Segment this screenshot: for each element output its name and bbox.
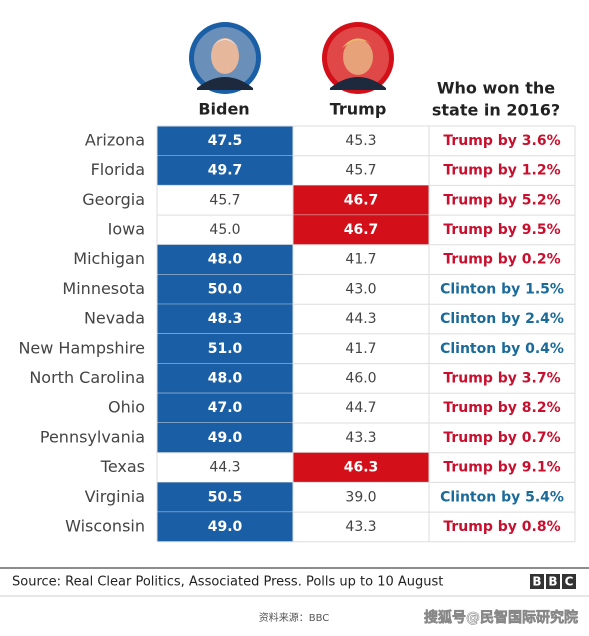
- leader-cell: [157, 155, 293, 186]
- state-label: Florida: [91, 160, 145, 179]
- leader-cell: [157, 363, 293, 394]
- won-2016: Trump by 3.7%: [443, 370, 560, 386]
- biden-value: 48.0: [208, 252, 243, 268]
- won-2016: Trump by 9.5%: [443, 222, 560, 238]
- trump-value: 46.0: [345, 370, 376, 386]
- logo-block: [546, 574, 560, 589]
- biden-value: 49.7: [208, 163, 243, 179]
- won-2016: Trump by 9.1%: [443, 460, 560, 476]
- biden-value: 45.7: [209, 192, 240, 208]
- leader-cell: [157, 244, 293, 275]
- biden-value: 47.5: [208, 133, 243, 149]
- leader-cell: [157, 393, 293, 423]
- trump-value: 45.3: [345, 133, 376, 149]
- trump-value: 41.7: [345, 341, 376, 357]
- leader-cell: [157, 512, 293, 542]
- leader-cell: [157, 274, 293, 305]
- won-2016: Trump by 0.7%: [443, 430, 560, 446]
- state-label: Wisconsin: [65, 516, 145, 535]
- leader-cell: [293, 452, 429, 483]
- biden-value: 48.3: [208, 311, 243, 327]
- won-2016: Clinton by 1.5%: [440, 281, 564, 297]
- column-header: state in 2016?: [432, 101, 560, 120]
- state-label: Georgia: [82, 190, 145, 209]
- leader-cell: [157, 304, 293, 334]
- trump-value: 44.7: [345, 400, 376, 416]
- leader-cell: [157, 423, 293, 453]
- won-2016: Clinton by 5.4%: [440, 489, 564, 505]
- won-2016: Trump by 5.2%: [443, 192, 560, 208]
- trump-value: 46.7: [344, 222, 379, 238]
- source-note: Source: Real Clear Politics, Associated …: [12, 575, 443, 590]
- watermark-caption: 资料来源：BBC: [259, 611, 330, 624]
- won-2016: Clinton by 0.4%: [440, 341, 564, 357]
- trump-value: 41.7: [345, 252, 376, 268]
- logo-letter: B: [532, 575, 541, 589]
- biden-value: 49.0: [208, 430, 243, 446]
- biden-value: 45.0: [209, 222, 240, 238]
- state-label: Texas: [100, 457, 145, 476]
- biden-portrait: [189, 22, 261, 94]
- biden-value: 47.0: [208, 400, 243, 416]
- biden-value: 50.0: [208, 281, 243, 297]
- column-header: Who won the: [437, 79, 555, 98]
- state-label: Nevada: [84, 309, 145, 328]
- leader-cell: [157, 482, 293, 513]
- biden-value: 44.3: [209, 460, 240, 476]
- state-label: North Carolina: [29, 368, 145, 387]
- state-label: New Hampshire: [18, 338, 145, 357]
- won-2016: Clinton by 2.4%: [440, 311, 564, 327]
- logo-block: [530, 574, 544, 589]
- trump-value: 45.7: [345, 163, 376, 179]
- table-body: Arizona 47.5 45.3 Trump by 3.6% Florida 49.7 4…: [18, 125, 576, 543]
- won-2016: Trump by 0.2%: [443, 252, 560, 268]
- leader-cell: [293, 185, 429, 216]
- biden-value: 50.5: [208, 489, 243, 505]
- leader-cell: [293, 215, 429, 245]
- trump-value: 46.3: [344, 460, 379, 476]
- won-2016: Trump by 3.6%: [443, 133, 560, 149]
- state-label: Pennsylvania: [40, 427, 145, 446]
- trump-portrait: [322, 22, 394, 94]
- biden-value: 51.0: [208, 341, 243, 357]
- state-label: Ohio: [108, 398, 145, 417]
- state-label: Minnesota: [62, 279, 145, 298]
- state-label: Michigan: [73, 249, 145, 268]
- logo-block: [562, 574, 576, 589]
- leader-cell: [157, 333, 293, 364]
- logo-letter: C: [565, 575, 574, 589]
- logo-letter: B: [548, 575, 557, 589]
- biden-value: 49.0: [208, 519, 243, 535]
- state-label: Iowa: [108, 219, 145, 238]
- watermark-account: 搜狐号@民智国际研究院: [424, 609, 578, 626]
- trump-value: 46.7: [344, 192, 379, 208]
- biden-value: 48.0: [208, 370, 243, 386]
- column-header: Biden: [198, 100, 249, 119]
- trump-value: 39.0: [345, 489, 376, 505]
- leader-cell: [157, 126, 293, 156]
- trump-value: 43.3: [345, 519, 376, 535]
- column-header: Trump: [330, 100, 387, 119]
- won-2016: Trump by 1.2%: [443, 163, 560, 179]
- state-label: Virginia: [85, 487, 145, 506]
- trump-value: 43.3: [345, 430, 376, 446]
- trump-value: 44.3: [345, 311, 376, 327]
- state-label: Arizona: [85, 130, 145, 149]
- won-2016: Trump by 0.8%: [443, 519, 560, 535]
- trump-value: 43.0: [345, 281, 376, 297]
- won-2016: Trump by 8.2%: [443, 400, 560, 416]
